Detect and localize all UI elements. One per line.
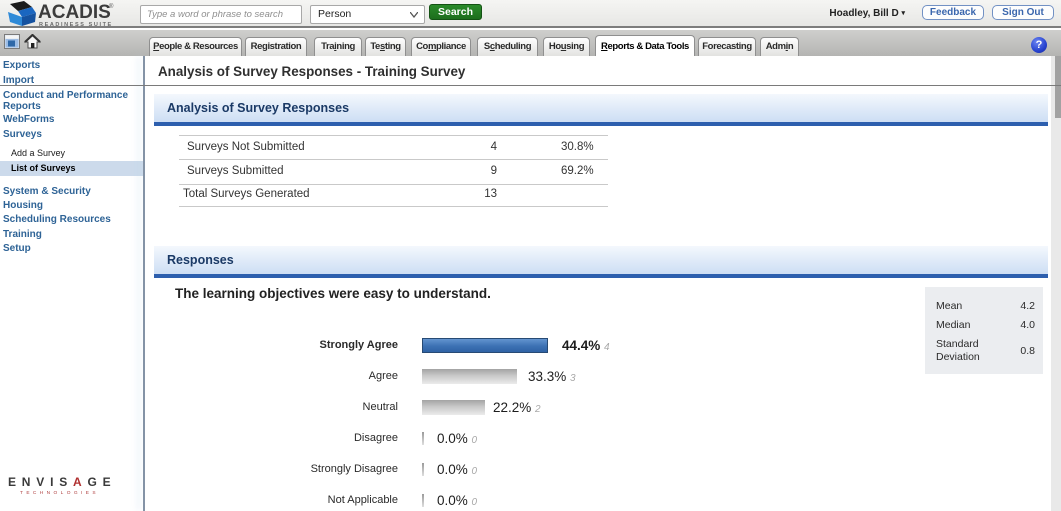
svg-text:ACADIS: ACADIS: [38, 2, 111, 23]
svg-text:READINESS SUITE: READINESS SUITE: [39, 22, 113, 28]
svg-text:®: ®: [109, 3, 114, 10]
